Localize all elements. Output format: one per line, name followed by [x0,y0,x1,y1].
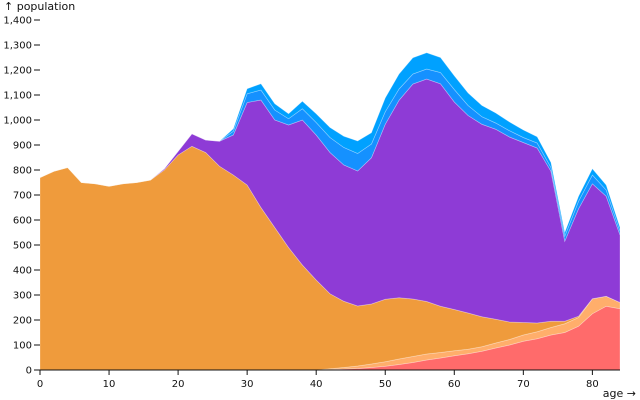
y-tick-label: 500 [13,241,32,252]
y-tick-label: 800 [13,166,32,177]
y-tick-label: 200 [13,316,32,327]
x-tick-label: 40 [310,379,323,390]
y-tick-label: 100 [13,341,32,352]
y-tick-label: 400 [13,266,32,277]
x-tick-label: 50 [379,379,392,390]
y-tick-label: 0 [26,366,32,377]
x-axis-label: age → [603,387,636,400]
y-tick-label: 700 [13,191,32,202]
x-tick-label: 70 [517,379,530,390]
x-tick-label: 60 [448,379,461,390]
area-series-5 [39,52,621,238]
x-tick-label: 30 [241,379,254,390]
y-tick-label: 900 [13,141,32,152]
x-tick-label: 0 [37,379,43,390]
y-tick-label: 1,200 [3,66,32,77]
x-tick-label: 80 [586,379,599,390]
x-axis: 0 10 20 30 40 50 60 70 80 [37,369,620,390]
y-tick-label: 600 [13,216,32,227]
y-axis-label: ↑ population [4,0,75,13]
y-tick-label: 1,000 [3,116,32,127]
y-tick-label: 1,100 [3,91,32,102]
x-tick-label: 20 [172,379,185,390]
y-tick-label: 1,400 [3,16,32,27]
y-tick-label: 300 [13,291,32,302]
x-tick-label: 10 [103,379,116,390]
y-axis: 0 100 200 300 400 500 600 700 800 900 1,000 1,100 1,… [3,16,40,377]
y-tick-label: 1,300 [3,41,32,52]
area-layers [39,52,621,371]
